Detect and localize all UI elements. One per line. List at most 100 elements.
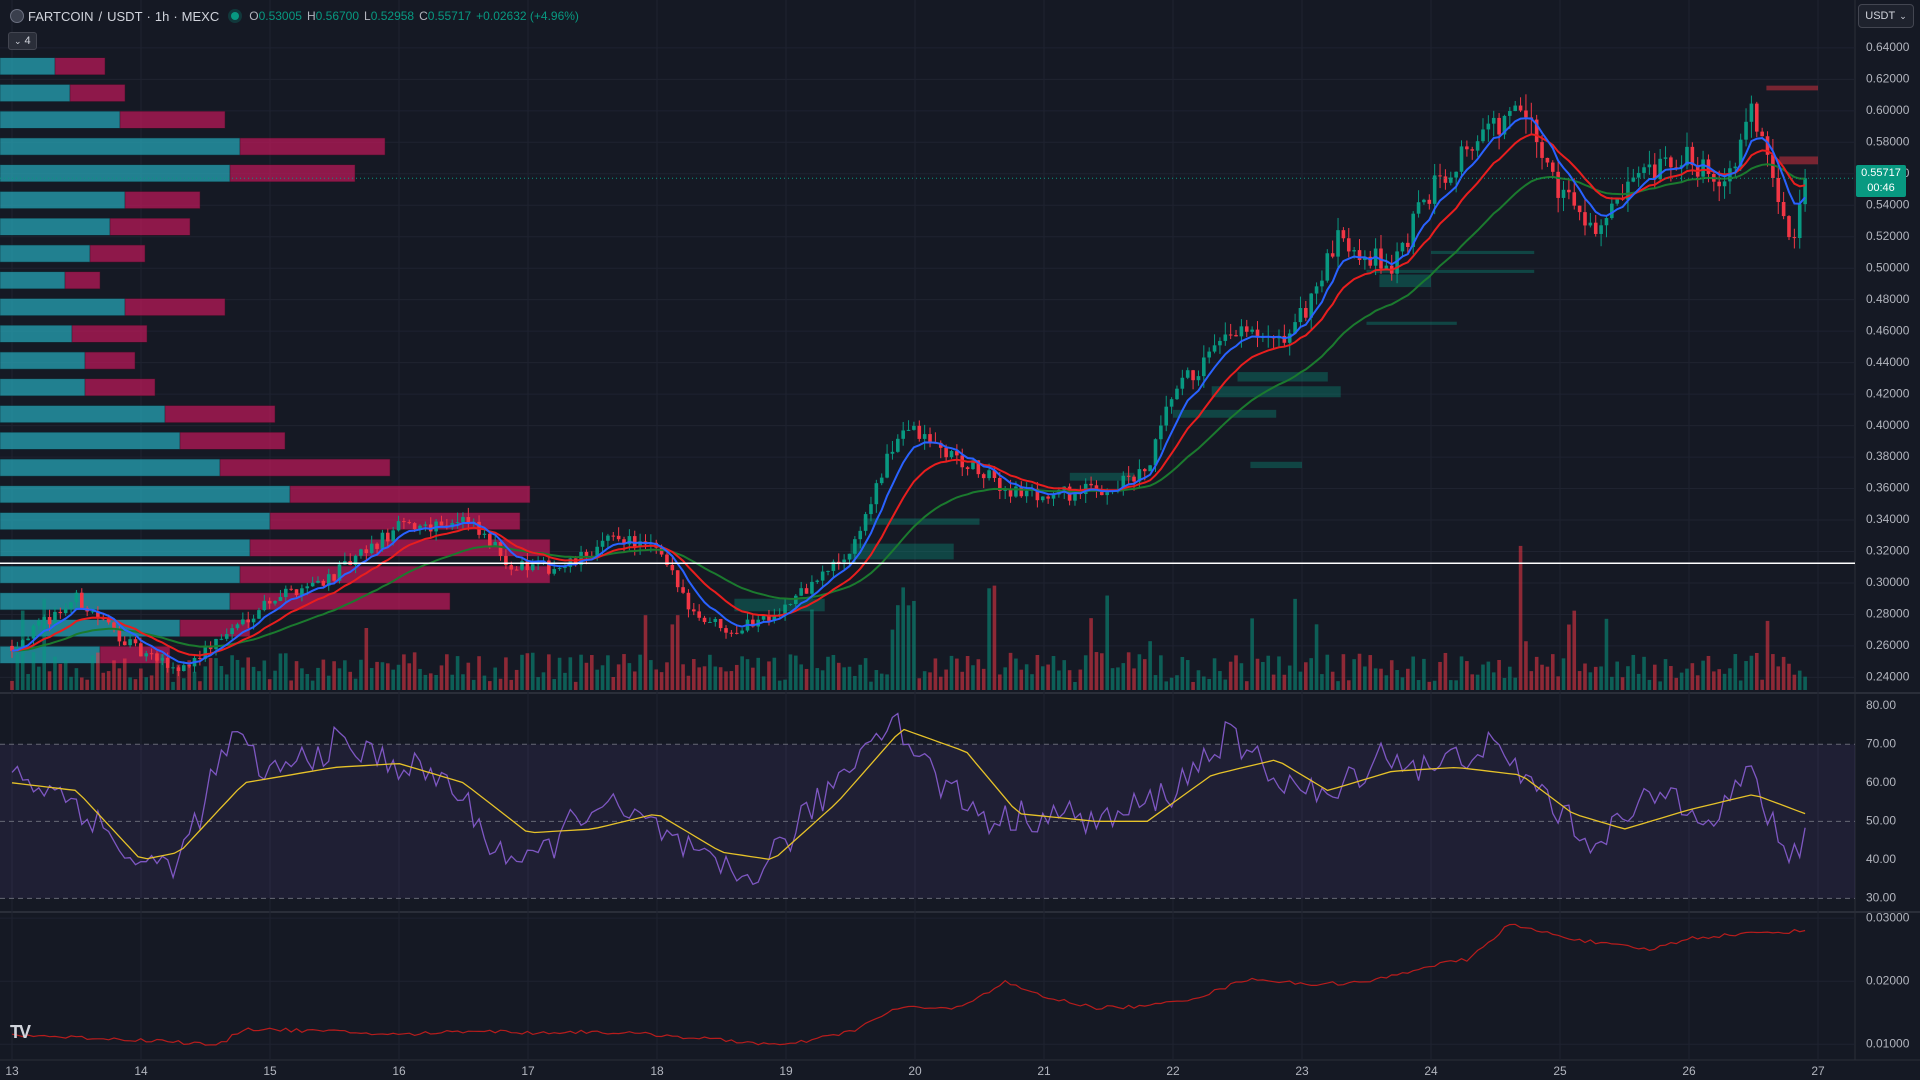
tradingview-logo-icon[interactable]: TV xyxy=(10,1022,31,1042)
candle-body xyxy=(794,595,798,604)
candle-body xyxy=(493,541,497,547)
candle-body xyxy=(1765,136,1770,155)
volume-bar xyxy=(600,665,605,690)
rsi-axis-label: 50.00 xyxy=(1866,814,1896,828)
volume-bar xyxy=(117,668,122,690)
volume-bar xyxy=(729,671,734,690)
candle-body xyxy=(1642,167,1646,173)
volume-bar xyxy=(960,671,965,690)
candle-body xyxy=(294,589,299,596)
candle-body xyxy=(133,639,138,644)
volume-bar xyxy=(1583,663,1587,690)
volume-bar xyxy=(799,664,803,690)
volume-bar xyxy=(1593,666,1598,690)
volume-bar xyxy=(1776,666,1781,690)
candle-body xyxy=(1250,329,1254,332)
volume-bar xyxy=(1030,674,1034,690)
volume-profile-toggle[interactable]: ⌄ 4 xyxy=(8,32,37,50)
candle-body xyxy=(396,521,401,531)
volume-bar xyxy=(1212,658,1217,690)
volume-bar xyxy=(858,664,863,690)
separator: · xyxy=(146,8,151,24)
candle-body xyxy=(611,535,616,537)
symbol-quote[interactable]: USDT xyxy=(107,8,143,24)
price-axis-label: 0.38000 xyxy=(1866,449,1910,463)
candle-body xyxy=(1443,176,1448,183)
candle-body xyxy=(214,638,218,650)
volume-bar xyxy=(1771,654,1775,690)
candle-body xyxy=(289,588,293,590)
candle-body xyxy=(917,425,922,439)
volume-bar xyxy=(69,676,73,690)
candle-body xyxy=(1164,406,1169,426)
volume-bar xyxy=(1175,675,1179,690)
candle-body xyxy=(1545,157,1550,163)
candle-body xyxy=(1760,131,1764,137)
interval-label[interactable]: 1h xyxy=(154,8,170,24)
volume-bar xyxy=(616,664,621,690)
price-axis-label: 0.52000 xyxy=(1866,229,1910,243)
volume-bar xyxy=(949,655,954,690)
volume-profile-down-bar xyxy=(239,565,551,584)
volume-bar xyxy=(1191,681,1195,690)
volume-bar xyxy=(165,666,170,690)
volume-bar xyxy=(482,675,487,690)
candle-body xyxy=(955,451,959,456)
volume-bar xyxy=(1137,654,1142,690)
volume-profile-up-bar xyxy=(0,244,91,263)
demand-zone xyxy=(1211,386,1341,398)
volume-bar xyxy=(971,665,975,690)
candle-body xyxy=(1046,496,1050,499)
candle-body xyxy=(332,574,336,581)
volume-bar xyxy=(1051,656,1056,690)
volume-bar xyxy=(1207,678,1211,690)
volume-profile-down-bar xyxy=(54,57,106,76)
candle-body xyxy=(1599,225,1603,234)
volume-bar xyxy=(1561,658,1566,690)
volume-bar xyxy=(568,657,573,690)
symbol-name[interactable]: FARTCOIN xyxy=(28,8,94,24)
volume-bar xyxy=(181,678,186,690)
volume-bar xyxy=(1438,661,1442,690)
price-axis-label: 0.26000 xyxy=(1866,638,1910,652)
volume-profile-down-bar xyxy=(249,539,551,557)
candle-body xyxy=(681,587,685,593)
volume-bar xyxy=(1057,670,1061,690)
volume-bar xyxy=(1035,654,1040,690)
volume-bar xyxy=(756,657,761,690)
volume-bar xyxy=(498,678,503,690)
volume-profile-up-bar xyxy=(0,512,271,530)
volume-bar xyxy=(1588,672,1593,690)
candle-body xyxy=(1148,465,1152,472)
candle-body xyxy=(938,442,943,448)
volume-bar xyxy=(1320,674,1324,690)
candle-body xyxy=(1352,250,1356,252)
volume-bar xyxy=(128,677,132,690)
candle-body xyxy=(1180,377,1185,389)
candle-body xyxy=(1239,326,1244,337)
rsi-line xyxy=(11,712,1806,886)
candle-body xyxy=(1159,425,1163,440)
candle-body xyxy=(337,564,342,581)
candle-body xyxy=(1679,165,1684,168)
volume-bar xyxy=(203,666,208,690)
volume-bar xyxy=(1346,680,1351,690)
candle-body xyxy=(1749,103,1754,122)
candle-body xyxy=(1647,164,1652,168)
candle-body xyxy=(922,434,927,439)
volume-bar xyxy=(1277,656,1281,690)
volume-bar xyxy=(321,659,326,690)
candle-body xyxy=(482,533,487,535)
candle-body xyxy=(928,434,932,443)
candle-body xyxy=(1701,159,1705,177)
volume-bar xyxy=(649,660,653,690)
volume-bar xyxy=(1196,670,1201,690)
currency-button[interactable]: USDT ⌄ xyxy=(1858,4,1914,28)
volume-bar xyxy=(1040,666,1045,690)
price-axis-label: 0.58000 xyxy=(1866,134,1910,148)
volume-bar xyxy=(681,664,685,690)
volume-bar xyxy=(976,659,981,690)
volume-bar xyxy=(1132,668,1136,690)
